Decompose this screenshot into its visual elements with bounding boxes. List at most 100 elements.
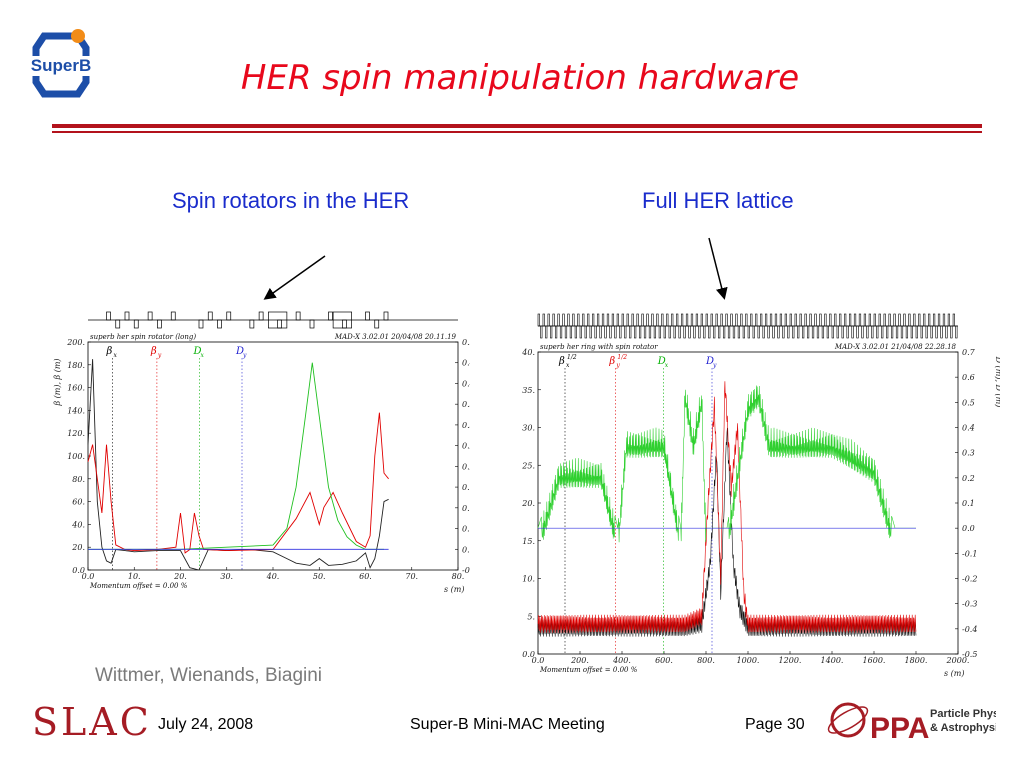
legend-subscript: y bbox=[712, 362, 717, 369]
lattice-element bbox=[772, 325, 775, 339]
lattice-element bbox=[811, 325, 815, 339]
superb-logo-text: SuperB bbox=[31, 56, 91, 75]
lattice-element bbox=[908, 313, 911, 327]
lattice-element bbox=[920, 325, 923, 339]
chart-header-right: MAD-X 3.02.01 20/04/08 20.11.19 bbox=[334, 333, 457, 341]
y-tick-label-left: 10. bbox=[522, 575, 535, 584]
lattice-element bbox=[725, 313, 728, 327]
lattice-element bbox=[844, 313, 847, 327]
lattice-element bbox=[342, 319, 347, 329]
lattice-element bbox=[579, 325, 582, 339]
y-tick-label-right: 0.4 bbox=[962, 424, 975, 433]
lattice-element bbox=[802, 325, 805, 339]
lattice-element bbox=[564, 325, 568, 339]
lattice-element bbox=[792, 325, 795, 339]
lattice-element bbox=[821, 325, 825, 339]
y-tick-label-left: 5. bbox=[527, 612, 535, 621]
lattice-element bbox=[947, 313, 951, 327]
lattice-element bbox=[542, 313, 545, 327]
lattice-element bbox=[774, 313, 778, 327]
x-tick-label: 1800. bbox=[905, 656, 928, 665]
lattice-element bbox=[876, 325, 879, 339]
y-axis-label-right: D (m), D (m) bbox=[994, 356, 1000, 408]
lattice-element bbox=[710, 313, 713, 327]
lattice-element bbox=[779, 313, 783, 327]
legend-entry: D bbox=[705, 356, 714, 367]
x-tick-label: 80. bbox=[452, 572, 465, 581]
lattice-element bbox=[643, 325, 647, 339]
x-tick-label: 10. bbox=[128, 572, 141, 581]
lattice-element bbox=[819, 313, 822, 327]
lattice-element bbox=[106, 311, 111, 321]
lattice-element bbox=[900, 325, 904, 339]
lattice-element bbox=[888, 313, 891, 327]
x-tick-label: 1400. bbox=[821, 656, 844, 665]
lattice-element bbox=[374, 319, 380, 329]
x-tick-label: 20. bbox=[173, 572, 187, 581]
chart-header-left: superb her ring with spin rotator bbox=[540, 343, 658, 351]
title-rule bbox=[52, 124, 982, 128]
lattice-element bbox=[295, 311, 301, 321]
lattice-element bbox=[858, 313, 862, 327]
y-tick-label-right: 0.45 bbox=[462, 359, 470, 368]
legend-subscript: y bbox=[242, 352, 247, 359]
legend-entry: β bbox=[558, 356, 565, 367]
footer-meeting: Super-B Mini-MAC Meeting bbox=[410, 716, 605, 733]
lattice-element bbox=[826, 325, 829, 339]
x-tick-label: 70. bbox=[405, 572, 418, 581]
lattice-element bbox=[839, 313, 842, 327]
lattice-element bbox=[653, 325, 657, 339]
lattice-element bbox=[937, 313, 941, 327]
lattice-element bbox=[942, 313, 946, 327]
lattice-element bbox=[925, 325, 928, 339]
lattice-element bbox=[797, 325, 800, 339]
lattice-element bbox=[624, 325, 627, 339]
x-tick-label: 1600. bbox=[863, 656, 886, 665]
lattice-element bbox=[589, 325, 592, 339]
legend-entry: β bbox=[150, 346, 157, 357]
lattice-element bbox=[861, 325, 864, 339]
lattice-element bbox=[592, 313, 595, 327]
y-tick-label-left: 140. bbox=[67, 406, 85, 415]
lattice-element bbox=[648, 325, 652, 339]
lattice-element bbox=[740, 313, 743, 327]
lattice-element bbox=[693, 325, 696, 339]
ppa-logo: PPA Particle Physics & Astrophysics bbox=[826, 694, 1014, 754]
lattice-element bbox=[584, 325, 587, 339]
footer-date: July 24, 2008 bbox=[158, 716, 254, 733]
lattice-element bbox=[673, 325, 676, 339]
y-tick-label-right: 0.10 bbox=[462, 504, 470, 513]
lattice-element bbox=[784, 313, 787, 327]
y-tick-label-left: 20. bbox=[71, 543, 85, 552]
lattice-element bbox=[930, 325, 933, 339]
plot-frame bbox=[537, 351, 959, 655]
ppa-line1: Particle Physics bbox=[930, 708, 996, 720]
ppa-line2: & Astrophysics bbox=[930, 722, 996, 734]
lattice-element bbox=[636, 313, 639, 327]
lattice-element bbox=[147, 311, 153, 321]
y-tick-label-right: 0.35 bbox=[462, 400, 470, 409]
legend-entry: β bbox=[608, 356, 615, 367]
series-Dx bbox=[88, 362, 384, 550]
lattice-element bbox=[804, 313, 807, 327]
plot-frame bbox=[87, 341, 459, 571]
lattice-element bbox=[755, 313, 758, 327]
lattice-element bbox=[698, 325, 701, 339]
lattice-element bbox=[594, 325, 597, 339]
x-tick-label: 200. bbox=[570, 656, 589, 665]
lattice-element bbox=[621, 313, 624, 327]
lattice-element bbox=[915, 325, 918, 339]
lattice-element bbox=[332, 311, 352, 329]
lattice-element bbox=[883, 313, 886, 327]
lattice-element bbox=[851, 325, 854, 339]
lattice-element bbox=[764, 313, 768, 327]
subtitle-spin-rotators: Spin rotators in the HER bbox=[172, 188, 410, 213]
lattice-element bbox=[757, 325, 760, 339]
lattice-element bbox=[789, 313, 792, 327]
y-tick-label-right: 0.40 bbox=[462, 379, 470, 388]
lattice-element bbox=[846, 325, 849, 339]
x-tick-label: 30. bbox=[220, 572, 233, 581]
ppa-logo-text: PPA bbox=[870, 712, 929, 745]
x-tick-label: 600. bbox=[655, 656, 673, 665]
lattice-element bbox=[537, 313, 540, 327]
